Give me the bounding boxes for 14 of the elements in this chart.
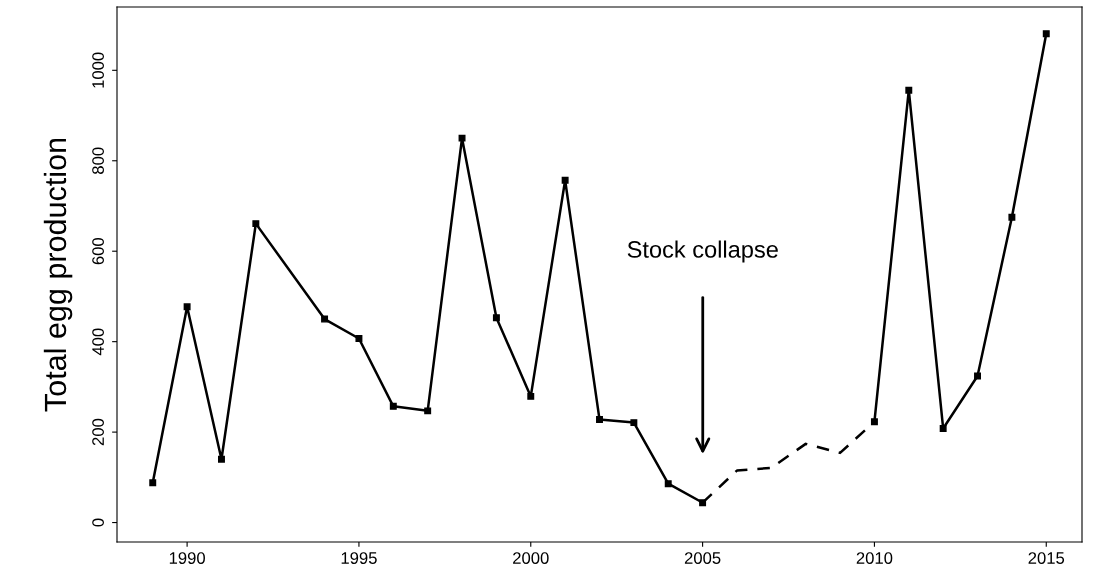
annotation: Stock collapse <box>627 240 778 263</box>
x-tick-label: 2005 <box>684 552 721 564</box>
y-tick-label: 200 <box>92 418 104 446</box>
x-tick-label: 1990 <box>169 552 205 564</box>
x-tick-label: 2015 <box>1028 552 1065 564</box>
y-tick-label: 0 <box>92 518 104 527</box>
y-tick-label: 600 <box>92 237 104 265</box>
x-tick-label: 1995 <box>341 552 377 564</box>
y-tick-label: 1000 <box>92 52 104 88</box>
y-tick-label: 400 <box>92 328 104 356</box>
y-tick-label: 800 <box>92 147 104 174</box>
y-axis-title: Total egg production <box>43 138 73 412</box>
x-tick-label: 2000 <box>513 552 549 564</box>
x-tick-label: 2010 <box>856 552 893 564</box>
